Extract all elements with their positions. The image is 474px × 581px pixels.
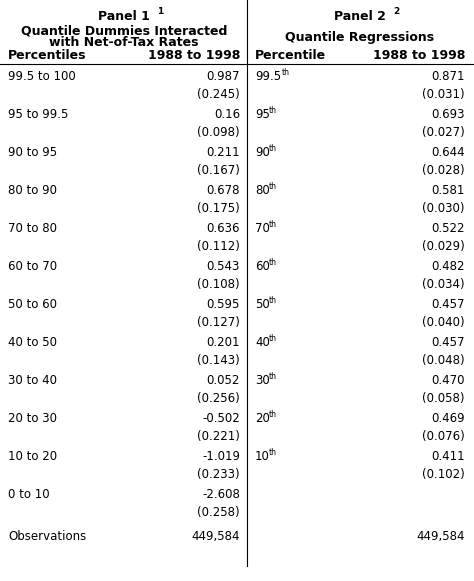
Text: 1: 1 xyxy=(157,7,163,16)
Text: 50 to 60: 50 to 60 xyxy=(8,298,57,311)
Text: 50: 50 xyxy=(255,298,270,311)
Text: (0.233): (0.233) xyxy=(197,468,240,481)
Text: (0.029): (0.029) xyxy=(422,240,465,253)
Text: (0.034): (0.034) xyxy=(422,278,465,291)
Text: (0.108): (0.108) xyxy=(197,278,240,291)
Text: 0.581: 0.581 xyxy=(432,184,465,197)
Text: (0.221): (0.221) xyxy=(197,430,240,443)
Text: (0.143): (0.143) xyxy=(197,354,240,367)
Text: 0.469: 0.469 xyxy=(431,412,465,425)
Text: 0.871: 0.871 xyxy=(431,70,465,83)
Text: 80 to 90: 80 to 90 xyxy=(8,184,57,197)
Text: Panel 2: Panel 2 xyxy=(334,10,386,23)
Text: (0.175): (0.175) xyxy=(197,202,240,215)
Text: 0.644: 0.644 xyxy=(431,146,465,159)
Text: 0.693: 0.693 xyxy=(431,108,465,121)
Text: 0.470: 0.470 xyxy=(431,374,465,387)
Text: 0.457: 0.457 xyxy=(431,336,465,349)
Text: 0.052: 0.052 xyxy=(207,374,240,387)
Text: 0.543: 0.543 xyxy=(207,260,240,273)
Text: 60: 60 xyxy=(255,260,270,273)
Text: 90 to 95: 90 to 95 xyxy=(8,146,57,159)
Text: (0.098): (0.098) xyxy=(197,126,240,139)
Text: 30 to 40: 30 to 40 xyxy=(8,374,57,387)
Text: (0.058): (0.058) xyxy=(422,392,465,405)
Text: 80: 80 xyxy=(255,184,270,197)
Text: th: th xyxy=(269,372,277,381)
Text: 70 to 80: 70 to 80 xyxy=(8,222,57,235)
Text: 99.5 to 100: 99.5 to 100 xyxy=(8,70,76,83)
Text: 99.5: 99.5 xyxy=(255,70,281,83)
Text: 0.16: 0.16 xyxy=(214,108,240,121)
Text: 60 to 70: 60 to 70 xyxy=(8,260,57,273)
Text: 95: 95 xyxy=(255,108,270,121)
Text: -0.502: -0.502 xyxy=(202,412,240,425)
Text: (0.028): (0.028) xyxy=(422,164,465,177)
Text: 449,584: 449,584 xyxy=(417,530,465,543)
Text: 20 to 30: 20 to 30 xyxy=(8,412,57,425)
Text: (0.048): (0.048) xyxy=(422,354,465,367)
Text: (0.256): (0.256) xyxy=(197,392,240,405)
Text: (0.112): (0.112) xyxy=(197,240,240,253)
Text: 0.522: 0.522 xyxy=(431,222,465,235)
Text: 0.636: 0.636 xyxy=(207,222,240,235)
Text: (0.167): (0.167) xyxy=(197,164,240,177)
Text: 1988 to 1998: 1988 to 1998 xyxy=(147,49,240,62)
Text: -2.608: -2.608 xyxy=(202,488,240,501)
Text: (0.258): (0.258) xyxy=(197,506,240,519)
Text: (0.245): (0.245) xyxy=(197,88,240,101)
Text: -1.019: -1.019 xyxy=(202,450,240,463)
Text: th: th xyxy=(269,144,277,153)
Text: Quantile Regressions: Quantile Regressions xyxy=(285,31,435,44)
Text: th: th xyxy=(269,334,277,343)
Text: (0.031): (0.031) xyxy=(422,88,465,101)
Text: 449,584: 449,584 xyxy=(191,530,240,543)
Text: 1988 to 1998: 1988 to 1998 xyxy=(373,49,465,62)
Text: 40: 40 xyxy=(255,336,270,349)
Text: (0.030): (0.030) xyxy=(422,202,465,215)
Text: 40 to 50: 40 to 50 xyxy=(8,336,57,349)
Text: th: th xyxy=(269,220,277,229)
Text: 90: 90 xyxy=(255,146,270,159)
Text: (0.040): (0.040) xyxy=(422,316,465,329)
Text: th: th xyxy=(269,296,277,305)
Text: (0.076): (0.076) xyxy=(422,430,465,443)
Text: th: th xyxy=(269,182,277,191)
Text: Percentile: Percentile xyxy=(255,49,326,62)
Text: Observations: Observations xyxy=(8,530,86,543)
Text: th: th xyxy=(269,106,277,115)
Text: 70: 70 xyxy=(255,222,270,235)
Text: 0 to 10: 0 to 10 xyxy=(8,488,50,501)
Text: th: th xyxy=(282,68,290,77)
Text: 10: 10 xyxy=(255,450,270,463)
Text: 95 to 99.5: 95 to 99.5 xyxy=(8,108,68,121)
Text: th: th xyxy=(269,448,277,457)
Text: 20: 20 xyxy=(255,412,270,425)
Text: 0.482: 0.482 xyxy=(431,260,465,273)
Text: (0.027): (0.027) xyxy=(422,126,465,139)
Text: 0.201: 0.201 xyxy=(207,336,240,349)
Text: Percentiles: Percentiles xyxy=(8,49,86,62)
Text: th: th xyxy=(269,258,277,267)
Text: Panel 1: Panel 1 xyxy=(98,10,150,23)
Text: 0.411: 0.411 xyxy=(431,450,465,463)
Text: 10 to 20: 10 to 20 xyxy=(8,450,57,463)
Text: Quantile Dummies Interacted: Quantile Dummies Interacted xyxy=(21,24,227,37)
Text: with Net-of-Tax Rates: with Net-of-Tax Rates xyxy=(49,36,199,49)
Text: 0.211: 0.211 xyxy=(206,146,240,159)
Text: 30: 30 xyxy=(255,374,270,387)
Text: 0.595: 0.595 xyxy=(207,298,240,311)
Text: (0.102): (0.102) xyxy=(422,468,465,481)
Text: 0.457: 0.457 xyxy=(431,298,465,311)
Text: 2: 2 xyxy=(393,7,399,16)
Text: 0.678: 0.678 xyxy=(207,184,240,197)
Text: (0.127): (0.127) xyxy=(197,316,240,329)
Text: th: th xyxy=(269,410,277,419)
Text: 0.987: 0.987 xyxy=(207,70,240,83)
